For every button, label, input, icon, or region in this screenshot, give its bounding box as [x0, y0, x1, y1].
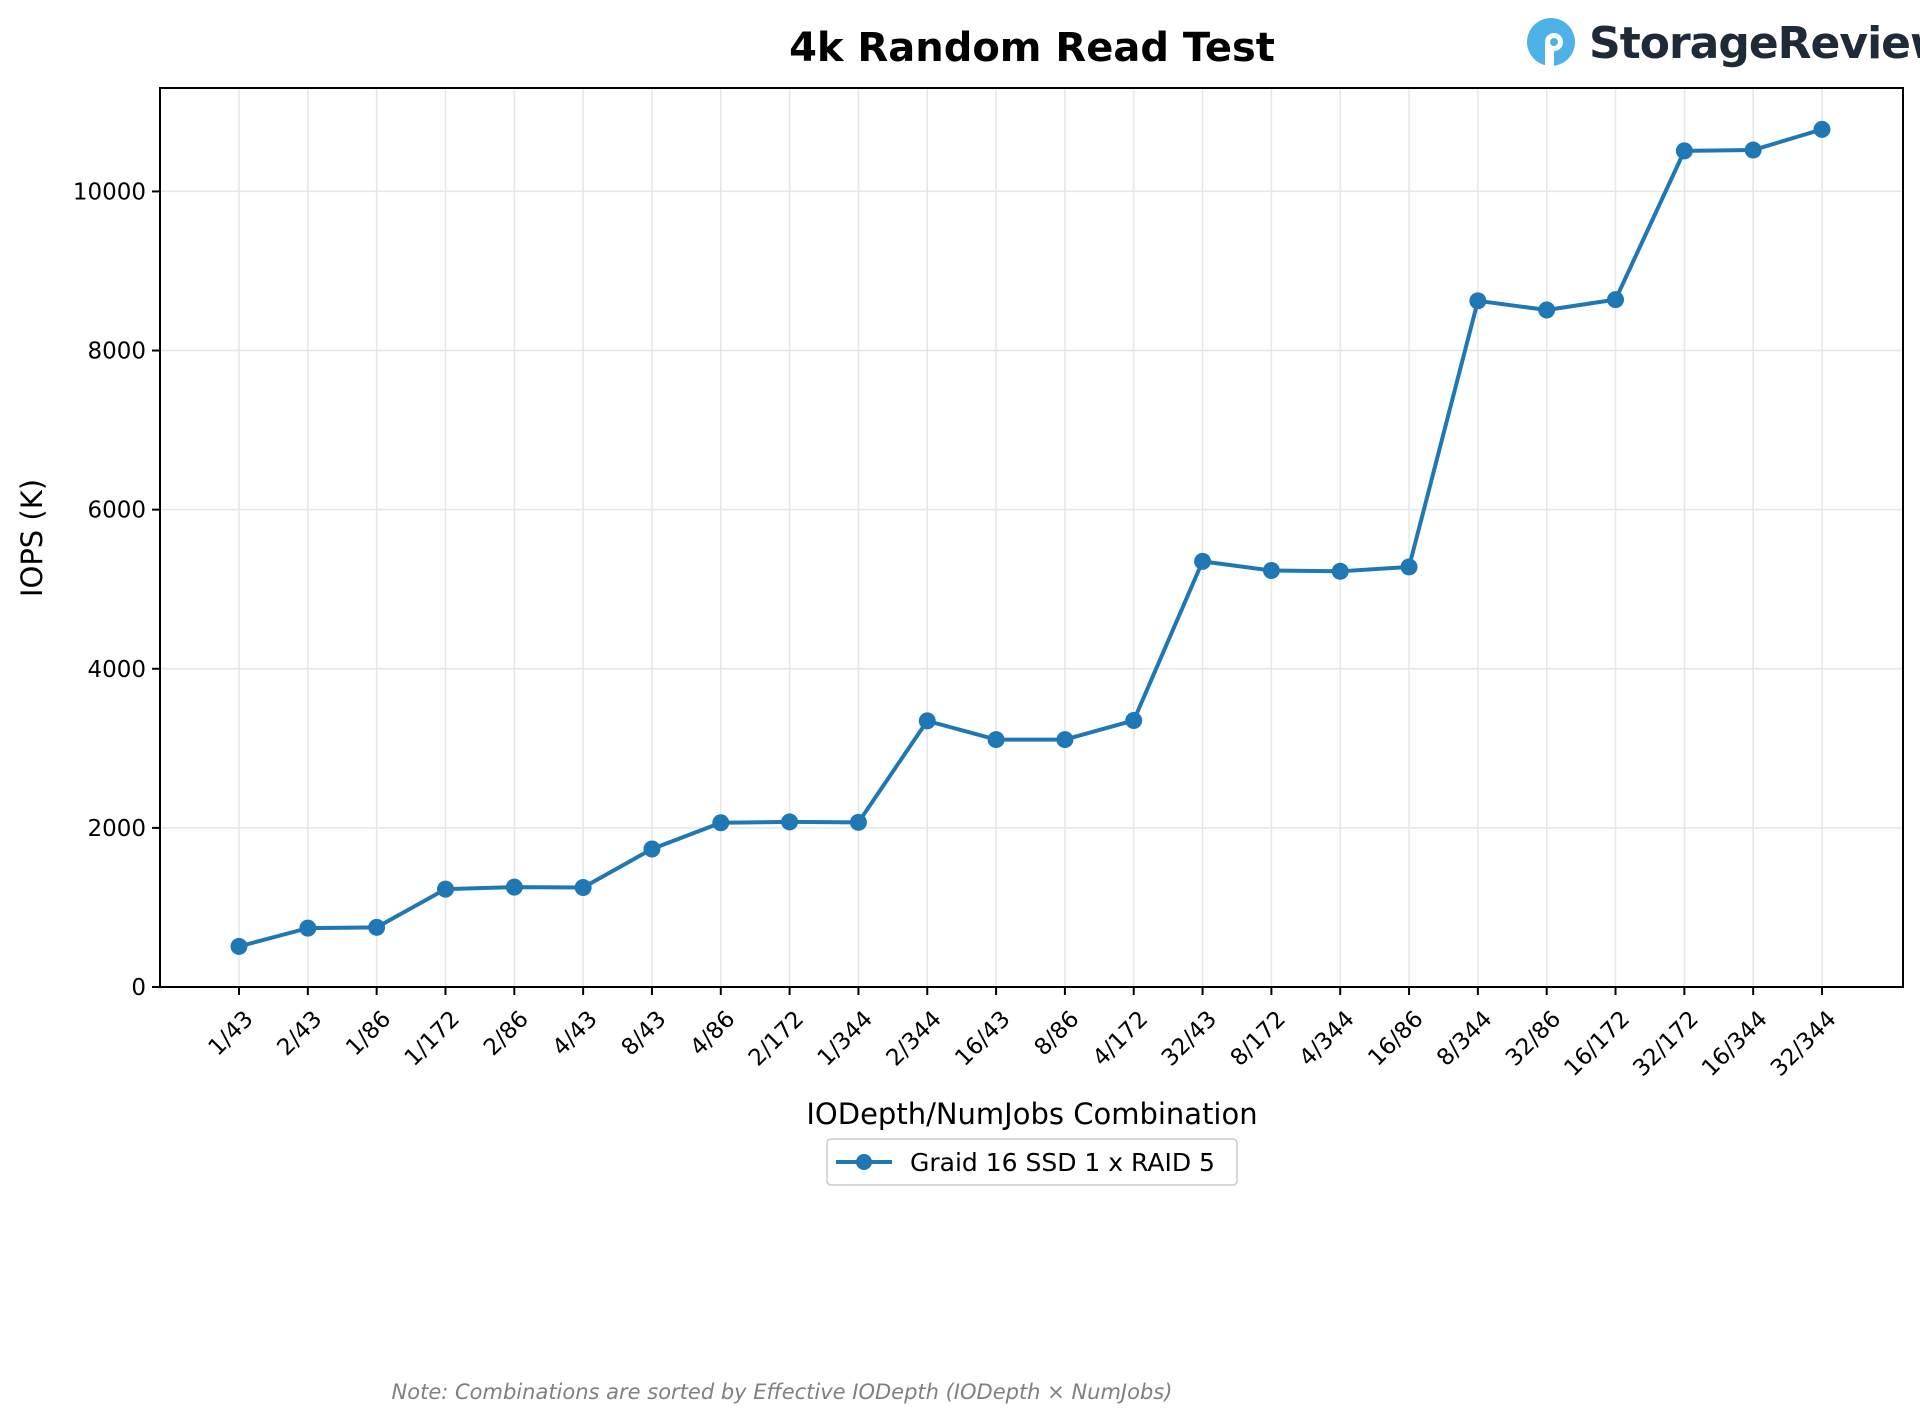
- y-tick-label: 4000: [87, 657, 146, 683]
- x-tick-label: 2/43: [272, 1006, 327, 1061]
- x-axis-title: IODepth/NumJobs Combination: [806, 1097, 1257, 1131]
- data-point: [919, 712, 936, 729]
- x-tick-label: 4/344: [1295, 1006, 1360, 1071]
- x-tick-label: 2/172: [744, 1006, 809, 1071]
- footnote: Note: Combinations are sorted by Effecti…: [392, 1380, 1173, 1404]
- data-point: [781, 813, 798, 830]
- x-tick-label: 8/172: [1226, 1006, 1291, 1071]
- x-tick-label: 16/43: [950, 1006, 1015, 1071]
- series-line: [239, 129, 1822, 946]
- x-tick-label: 1/344: [813, 1006, 878, 1071]
- data-point: [988, 731, 1005, 748]
- x-tick-label: 4/172: [1088, 1006, 1153, 1071]
- data-point: [575, 879, 592, 896]
- x-tick-label: 1/86: [341, 1006, 396, 1061]
- x-tick-label: 2/344: [882, 1006, 947, 1071]
- storagereview-logo-icon: [1527, 18, 1575, 66]
- y-tick-label: 10000: [73, 179, 146, 205]
- x-tick-label: 8/86: [1030, 1006, 1085, 1061]
- y-tick-label: 0: [131, 975, 146, 1001]
- data-point: [712, 814, 729, 831]
- chart-title: 4k Random Read Test: [789, 25, 1275, 71]
- x-tick-label: 32/86: [1501, 1006, 1566, 1071]
- plot-frame: [160, 88, 1903, 987]
- data-point: [437, 881, 454, 898]
- series-graid-16-ssd: [231, 121, 1831, 955]
- data-point: [1607, 291, 1624, 308]
- y-axis-title: IOPS (K): [15, 479, 49, 597]
- legend: Graid 16 SSD 1 x RAID 5: [827, 1139, 1237, 1185]
- brand-logo: StorageReview: [1527, 18, 1920, 69]
- data-point: [1469, 292, 1486, 309]
- x-tick-label: 32/172: [1628, 1006, 1704, 1082]
- data-point: [506, 879, 523, 896]
- data-point: [1401, 558, 1418, 575]
- x-tick-label: 32/43: [1157, 1006, 1222, 1071]
- data-point: [231, 938, 248, 955]
- data-point: [1538, 301, 1555, 318]
- data-point: [1125, 712, 1142, 729]
- data-point: [1056, 731, 1073, 748]
- data-point: [1194, 553, 1211, 570]
- data-point: [1814, 121, 1831, 138]
- x-tick-label: 32/344: [1766, 1006, 1842, 1082]
- x-tick-label: 4/86: [685, 1006, 740, 1061]
- data-point: [1745, 142, 1762, 159]
- axes: 0 2000 4000 6000 8000 10000 1/43 2/43 1/86 1/172 2…: [73, 88, 1903, 1082]
- data-point: [299, 920, 316, 937]
- data-point: [643, 840, 660, 857]
- x-tick-label: 8/344: [1432, 1006, 1497, 1071]
- y-tick-label: 8000: [87, 339, 146, 365]
- brand-name: StorageReview: [1589, 18, 1920, 69]
- grid: [160, 88, 1903, 987]
- y-tick-label: 6000: [87, 498, 146, 524]
- y-tick-label: 2000: [87, 816, 146, 842]
- x-tick-label: 4/43: [548, 1006, 603, 1061]
- x-tick-label: 16/172: [1559, 1006, 1635, 1082]
- data-point: [1676, 142, 1693, 159]
- x-tick-label: 16/344: [1697, 1006, 1773, 1082]
- x-tick-label: 16/86: [1363, 1006, 1428, 1071]
- data-point: [1332, 563, 1349, 580]
- x-tick-label: 2/86: [479, 1006, 534, 1061]
- x-tick-label: 1/172: [400, 1006, 465, 1071]
- x-tick-label: 8/43: [617, 1006, 672, 1061]
- legend-label: Graid 16 SSD 1 x RAID 5: [910, 1148, 1215, 1177]
- x-tick-label: 1/43: [204, 1006, 259, 1061]
- data-point: [368, 919, 385, 936]
- legend-point-marker: [856, 1154, 872, 1170]
- data-point: [1263, 562, 1280, 579]
- data-point: [850, 814, 867, 831]
